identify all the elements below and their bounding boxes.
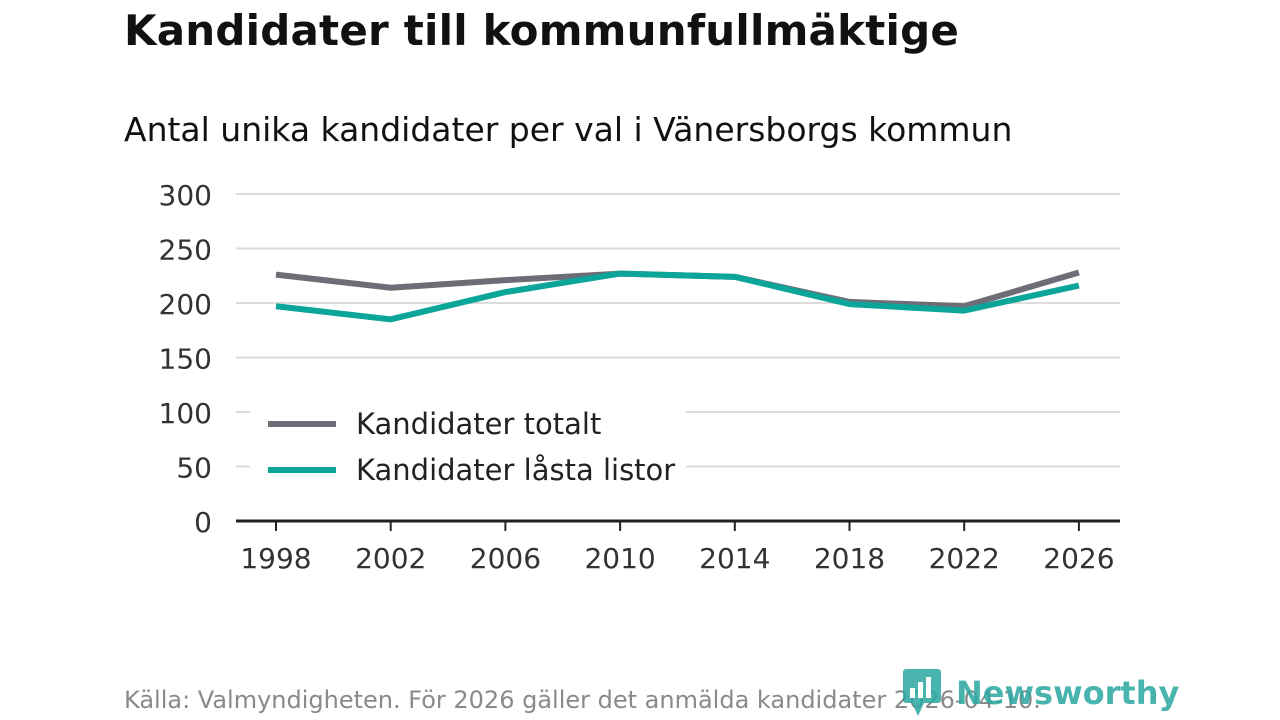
y-tick-label: 100 [159,397,212,430]
chart-title: Kandidater till kommunfullmäktige [124,6,960,55]
legend-label: Kandidater totalt [356,407,601,441]
x-tick-label: 2014 [699,542,770,575]
chart-subtitle: Antal unika kandidater per val i Vänersb… [124,110,1013,149]
legend: Kandidater totalt Kandidater låsta listor [250,398,686,492]
legend-label: Kandidater låsta listor [356,453,675,487]
y-tick-label: 200 [159,288,212,321]
series-line [275,270,1080,323]
brand-name: Newsworthy [956,674,1180,712]
y-tick-label: 150 [159,343,212,376]
y-tick-label: 50 [176,452,212,485]
x-axis: 1998 2002 2006 2010 2014 2018 2022 2026 [236,519,1120,575]
x-tick-label: 2022 [929,542,1000,575]
x-tick-label: 1998 [240,542,311,575]
series-lines [275,269,1080,323]
x-tick-label: 2026 [1043,542,1114,575]
y-axis-ticks: 0 50 100 150 200 250 300 [159,179,212,539]
source-note: Källa: Valmyndigheten. För 2026 gäller d… [124,686,1041,714]
y-tick-label: 300 [159,179,212,212]
y-tick-label: 250 [159,234,212,267]
x-tick-label: 2010 [584,542,655,575]
x-tick-label: 2006 [470,542,541,575]
legend-background [250,398,686,492]
y-tick-label: 0 [194,506,212,539]
newsworthy-logo-icon [903,669,941,716]
brand-logo: Newsworthy [902,668,1179,718]
x-tick-label: 2002 [355,542,426,575]
x-tick-label: 2018 [814,542,885,575]
